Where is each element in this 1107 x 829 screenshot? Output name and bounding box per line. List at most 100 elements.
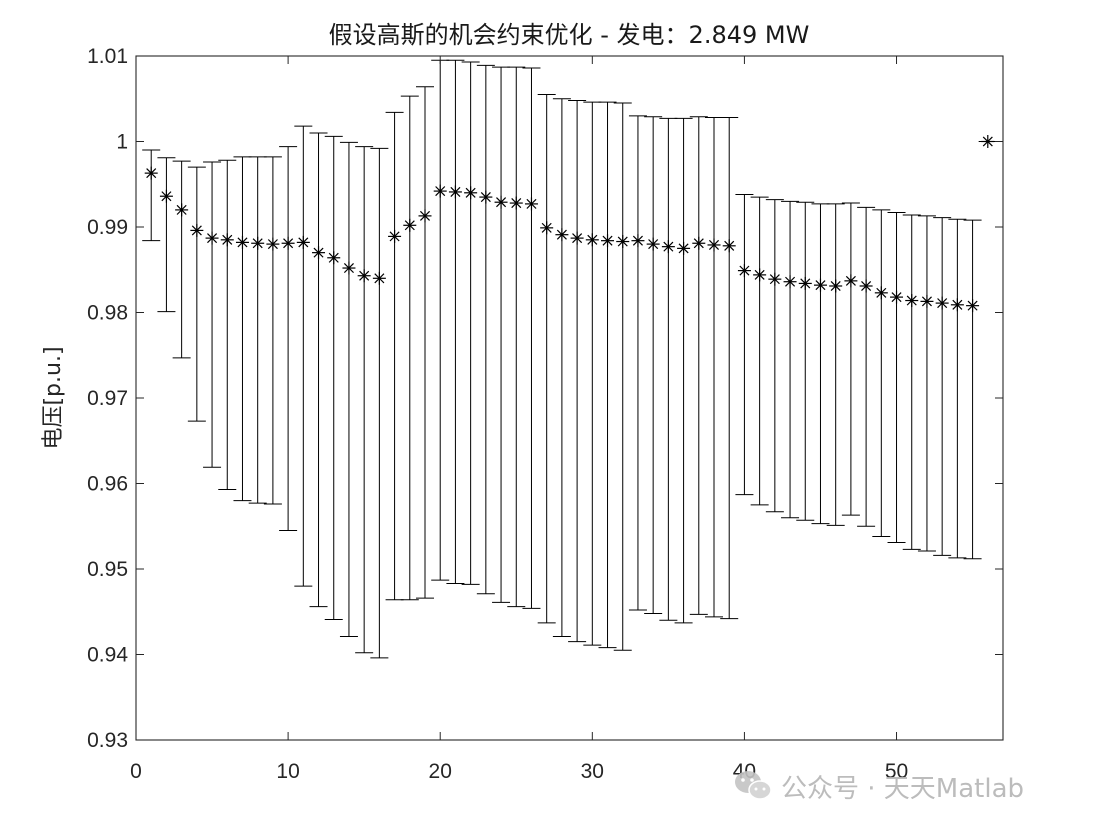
axes-box [135,55,1004,741]
data-point-marker [631,234,645,248]
data-point-marker [266,237,280,251]
y-tick-label: 0.99 [87,216,128,239]
data-point-marker [403,218,417,232]
data-point-marker [677,241,691,255]
y-tick-label: 1.01 [87,45,128,68]
errorbar [796,201,815,521]
errorbar [142,149,161,242]
data-point-marker [920,294,934,308]
errorbar [461,61,480,585]
watermark-text: 公众号 · 天天Matlab [781,774,1024,804]
errorbar [583,101,602,646]
errorbar [857,206,876,527]
data-point-marker [950,298,964,312]
data-point-marker [722,239,736,253]
data-point-marker [327,251,341,265]
data-point-marker [981,135,995,148]
errorbar [187,166,206,422]
data-point-marker [890,290,904,304]
errorbar [248,156,267,504]
x-tick-label: 50 [885,760,908,783]
errorbar [522,67,541,609]
errorbar [674,117,693,624]
data-point-marker [616,235,630,249]
data-point-marker [661,240,675,254]
errorbar [917,215,936,552]
data-point-marker [418,209,432,223]
errorbar [948,218,967,559]
errorbar [613,102,632,651]
errorbar [263,156,282,505]
errorbar [446,59,465,585]
data-point-marker [585,233,599,247]
data-point-marker [753,268,767,282]
data-point-marker [220,233,234,247]
data-point-marker [692,236,706,250]
errorbar [628,115,647,611]
errorbar [841,202,860,516]
data-point-marker [829,279,843,293]
data-point-marker [555,228,569,242]
errorbar [309,132,328,608]
data-point-marker [874,286,888,300]
data-point-marker [905,294,919,308]
errorbar [233,156,252,502]
errorbar [598,101,617,649]
y-tick-label: 0.96 [87,473,128,496]
data-point-marker [570,231,584,245]
errorbar [735,194,754,496]
data-point-marker [540,221,554,235]
errorbar [294,125,313,587]
x-tick-label: 10 [276,760,299,783]
errorbar [720,117,739,620]
data-point-marker [372,271,386,285]
watermark: 公众号 · 天天Matlab [735,771,1024,804]
data-point-marker [707,238,721,252]
errorbar [172,160,191,359]
y-tick-label: 0.94 [87,644,128,667]
data-point-marker [281,236,295,250]
data-point-marker [737,264,751,278]
errorbar [963,219,982,560]
data-point-marker [768,272,782,286]
data-point-marker [448,185,462,199]
data-point-marker [388,229,402,243]
data-point-marker [783,275,797,289]
data-point-marker [433,184,447,198]
data-point-marker [646,237,660,251]
data-point-marker [251,236,265,250]
y-tick-label: 0.93 [87,729,128,752]
x-tick-label: 20 [429,760,452,783]
y-tick-label: 0.95 [87,558,128,581]
errorbar [765,199,784,513]
data-point-marker [524,197,538,211]
x-tick-label: 0 [130,760,142,783]
data-point-marker [859,279,873,293]
errorbar [568,99,587,643]
data-point-marker [494,195,508,209]
errorbar [750,196,769,506]
errorbar [507,66,526,608]
data-point-marker [601,234,615,248]
errorbar [689,116,708,615]
plot-area [136,56,1003,740]
y-tick-label: 1 [116,131,128,154]
errorbar [416,86,434,599]
errorbar [370,147,389,659]
y-tick-label: 0.98 [87,302,128,325]
errorbar [811,203,830,525]
data-point-marker [798,276,812,290]
errorbar [659,117,678,621]
data-point-marker [844,274,858,288]
errorbar [157,157,176,313]
data-point-marker [144,166,158,180]
errorbar [781,200,800,519]
errorbar [826,203,845,526]
errorbar [339,141,358,638]
errorbar [203,161,222,468]
data-point-marker [235,235,249,249]
data-point-marker [966,299,980,313]
errorbar [476,64,495,595]
data-point-marker [357,269,371,283]
data-point-marker [190,223,204,237]
